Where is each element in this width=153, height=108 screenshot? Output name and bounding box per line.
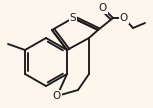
Text: O: O bbox=[99, 3, 107, 13]
Text: S: S bbox=[70, 13, 76, 23]
Text: O: O bbox=[53, 91, 61, 101]
Text: O: O bbox=[120, 13, 128, 23]
